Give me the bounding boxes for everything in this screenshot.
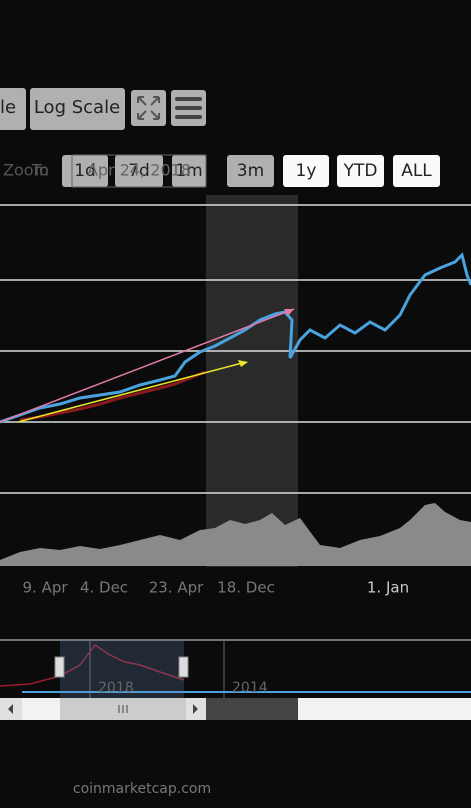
scrollbar-thumb[interactable]	[60, 698, 206, 720]
range-selector: 1d 7d 1m 3m 1y YTD ALL Apr 24, 2018	[62, 154, 440, 188]
volume-area	[0, 503, 471, 566]
range-button[interactable]	[62, 155, 108, 187]
x-tick-label: 1. Jan	[367, 579, 409, 597]
fullscreen-icon	[137, 96, 160, 120]
arrow-icon	[193, 704, 198, 714]
range-button[interactable]	[393, 155, 440, 187]
arrow-icon	[8, 704, 13, 714]
date-input-value: Apr 24, 2018	[87, 161, 191, 180]
range-button[interactable]	[227, 155, 274, 187]
range-button[interactable]	[115, 155, 163, 187]
navigator-handle[interactable]	[178, 656, 189, 678]
comparison-line	[19, 370, 206, 422]
to-label: To	[31, 161, 49, 180]
fullscreen-button[interactable]	[131, 90, 166, 126]
range-button[interactable]	[172, 155, 206, 187]
range-button-label: 1d	[74, 161, 96, 181]
grid	[0, 204, 471, 494]
trend-arrow-yellow	[17, 361, 247, 423]
x-tick-label: 23. Apr	[149, 579, 204, 597]
x-tick-label: 4. Dec	[80, 579, 128, 597]
arrowhead	[238, 360, 248, 367]
x-tick-label: 18. Dec	[217, 579, 275, 597]
x-axis: 9. Apr 4. Dec 23. Apr 18. Dec 1. Jan	[22, 579, 409, 597]
range-button-label: 3m	[237, 161, 264, 181]
range-button[interactable]	[337, 155, 384, 187]
navigator-label: 2018	[98, 680, 134, 696]
arrowhead	[284, 309, 294, 316]
range-button-label: YTD	[343, 161, 378, 181]
range-button-label: 1m	[175, 161, 202, 181]
scale-button[interactable]	[0, 88, 26, 130]
grip-icon	[118, 705, 128, 713]
scale-button-label: le	[0, 97, 16, 118]
log-scale-label: Log Scale	[34, 97, 120, 118]
navigator-handle[interactable]	[54, 656, 65, 678]
range-button-label: 1y	[296, 161, 317, 181]
credit: coinmarketcap.com	[73, 781, 211, 797]
menu-icon	[175, 97, 202, 119]
range-button-label: ALL	[401, 161, 432, 181]
zoom-label: Zoom	[3, 161, 49, 180]
date-input[interactable]	[71, 154, 207, 188]
scrollbar-shadow	[206, 698, 298, 720]
navigator-mask	[60, 640, 184, 698]
navigator-series	[0, 643, 185, 687]
x-tick-label: 9. Apr	[22, 579, 68, 597]
navigator-label: 2014	[232, 680, 268, 696]
highlight-band	[206, 195, 298, 567]
log-scale-button[interactable]	[30, 88, 125, 130]
range-button[interactable]	[283, 155, 329, 187]
trend-arrow-pink	[0, 308, 295, 423]
range-button-label: 7d	[128, 161, 150, 181]
